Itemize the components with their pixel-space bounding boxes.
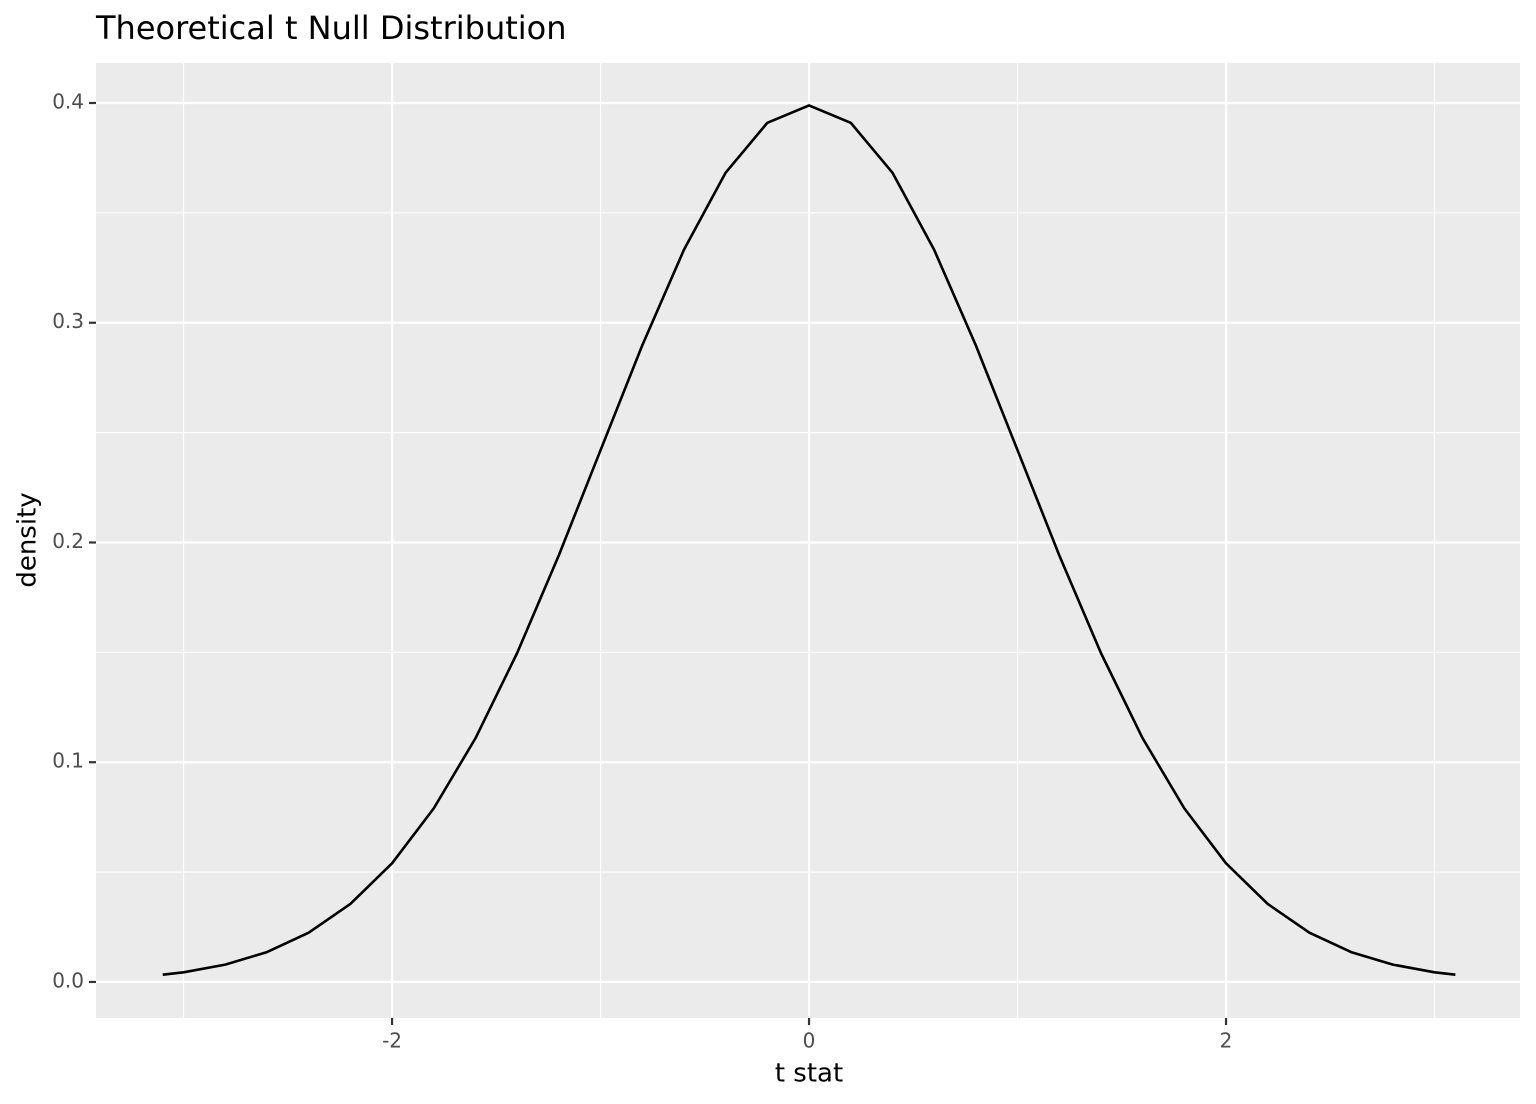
x-tick-label: 2 [1220, 1029, 1233, 1053]
y-tick-label: 0.2 [52, 529, 84, 553]
chart-title: Theoretical t Null Distribution [95, 9, 567, 47]
y-axis-title: density [13, 492, 43, 587]
x-axis-title: t stat [775, 1059, 843, 1089]
y-tick-label: 0.3 [52, 309, 84, 333]
x-tick-label: -2 [382, 1029, 402, 1053]
marks [162, 104, 1456, 977]
grid [96, 63, 1520, 1018]
x-tick-label: 0 [803, 1029, 816, 1053]
y-tick-label: 0.4 [52, 89, 84, 113]
y-tick-label: 0.0 [52, 968, 84, 992]
y-tick-label: 0.1 [52, 749, 84, 773]
line [162, 104, 1456, 977]
